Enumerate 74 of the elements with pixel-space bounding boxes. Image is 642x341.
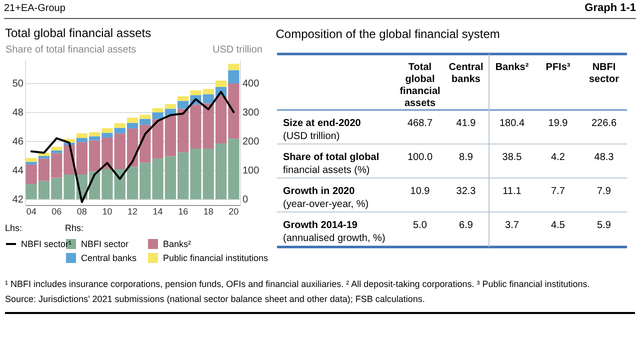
text: Rhs: bbox=[65, 223, 84, 233]
text: 5.9 bbox=[597, 220, 612, 231]
legend-label: Banks² bbox=[163, 239, 192, 249]
text: ¹ NBFI includes insurance corporations, pension funds, OFIs and financial auxiliaries. ² All deposit-taking corporations. ³ Public financial institutions. bbox=[5, 279, 591, 290]
category-label: Size at end-2020 (USD trillion) bbox=[283, 118, 361, 142]
legend-label: NBFI sector bbox=[81, 239, 129, 249]
category-label: NBFI sector bbox=[588, 62, 620, 85]
category-label: PFIs³ bbox=[546, 62, 571, 73]
legend-label: Public financial institutions bbox=[163, 253, 269, 263]
bar bbox=[26, 158, 37, 162]
y2-tick-label: 200 bbox=[242, 136, 260, 148]
y-tick-label: 44 bbox=[12, 166, 24, 177]
y-tick-label: 48 bbox=[12, 108, 24, 119]
category-label: Growth in 2020 (year-over-year, %) bbox=[283, 186, 369, 210]
y-tick-label: 46 bbox=[12, 136, 24, 148]
bar bbox=[228, 64, 240, 70]
text: 10.9 bbox=[410, 186, 430, 197]
text: 38.5 bbox=[502, 152, 522, 163]
text: 100.0 bbox=[407, 152, 433, 163]
bar bbox=[228, 70, 240, 84]
legend-label: Central banks bbox=[81, 253, 138, 263]
text: 4.2 bbox=[551, 152, 566, 163]
y-tick-label: 50 bbox=[12, 78, 24, 90]
text: 21+EA-Group bbox=[4, 3, 66, 14]
text: 7.9 bbox=[597, 186, 612, 197]
text: 468.7 bbox=[407, 118, 433, 129]
chart-title: Total global financial assets bbox=[5, 26, 152, 40]
bar bbox=[51, 150, 62, 154]
category-label: Share of total global financial assets (%) bbox=[283, 152, 380, 176]
text: 8.9 bbox=[459, 152, 474, 163]
line-series bbox=[30, 90, 235, 204]
bar bbox=[178, 96, 189, 101]
y-axis-title: Share of total financial assets bbox=[6, 44, 136, 56]
category-label: Banks² bbox=[495, 62, 530, 73]
x-tick-label: 16 bbox=[178, 206, 188, 216]
x-tick-label: 20 bbox=[228, 206, 239, 216]
text: 5.0 bbox=[413, 220, 428, 231]
y2-tick-label: 300 bbox=[242, 108, 260, 119]
x-tick-label: 04 bbox=[26, 206, 36, 216]
y2-axis-title: USD trillion bbox=[212, 44, 262, 56]
bar bbox=[51, 146, 62, 150]
category-label: Total global financial assets bbox=[400, 62, 440, 109]
text: 48.3 bbox=[594, 152, 614, 163]
x-tick-label: 14 bbox=[152, 206, 163, 216]
x-tick-label: 18 bbox=[203, 206, 214, 216]
y2-tick-label: 400 bbox=[242, 78, 260, 90]
category-label: Central banks bbox=[448, 62, 484, 85]
text: 19.9 bbox=[548, 118, 568, 129]
legend-label: NBFI sector¹ bbox=[21, 239, 72, 249]
x-tick-label: 12 bbox=[127, 206, 138, 216]
text: 226.6 bbox=[591, 118, 617, 129]
text: Composition of the global financial system bbox=[276, 26, 500, 41]
text: 11.1 bbox=[502, 186, 522, 197]
x-tick-label: 06 bbox=[52, 206, 62, 216]
x-tick-label: 08 bbox=[76, 206, 87, 216]
text: Lhs: bbox=[5, 223, 22, 233]
text: 4.5 bbox=[551, 220, 566, 231]
category-label: Growth 2014-19 (annualised growth, %) bbox=[283, 220, 386, 244]
text: 3.7 bbox=[505, 220, 520, 231]
y2-tick-label: 100 bbox=[242, 166, 260, 177]
bar bbox=[215, 80, 227, 87]
y-tick-label: 42 bbox=[12, 194, 24, 206]
bar bbox=[26, 162, 37, 164]
text: 32.3 bbox=[456, 186, 476, 197]
x-tick-label: 10 bbox=[102, 206, 112, 216]
y2-tick-label: 0 bbox=[242, 194, 248, 206]
text: 7.7 bbox=[551, 186, 566, 197]
source-note: Source: Jurisdictions’ 2021 submissions (national sector balance sheet and other data); FSB calculations. bbox=[5, 294, 426, 305]
bar bbox=[114, 123, 126, 128]
bar bbox=[38, 156, 50, 159]
caption: Graph 1-1 bbox=[584, 2, 636, 14]
text: 41.9 bbox=[456, 118, 476, 129]
text: 180.4 bbox=[499, 118, 525, 129]
text: 6.9 bbox=[459, 220, 474, 231]
